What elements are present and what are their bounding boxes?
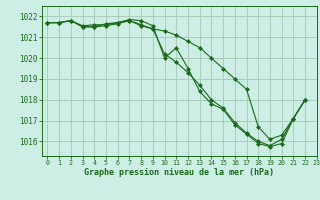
X-axis label: Graphe pression niveau de la mer (hPa): Graphe pression niveau de la mer (hPa) [84, 168, 274, 177]
